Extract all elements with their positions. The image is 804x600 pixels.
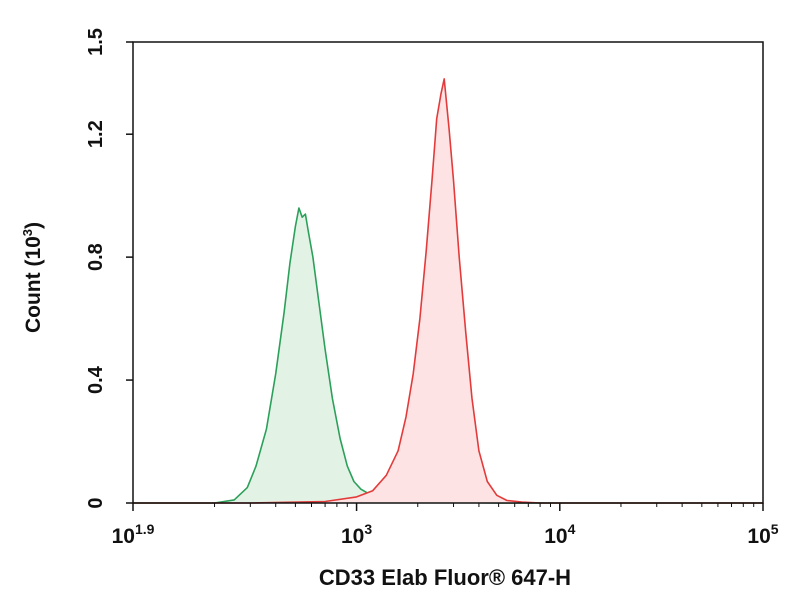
y-axis-title: Count (103) (20, 222, 45, 333)
y-tick-label: 0.4 (85, 365, 107, 394)
y-tick-label: 0 (85, 497, 107, 508)
y-tick-label: 1.5 (85, 28, 107, 56)
series-1-fill (133, 208, 763, 503)
x-tick-label: 101.9 (112, 521, 155, 548)
x-tick-label: 104 (544, 521, 575, 548)
x-axis-title: CD33 Elab Fluor® 647-H (319, 565, 571, 590)
y-tick-label: 1.2 (85, 120, 107, 148)
x-tick-label: 103 (341, 521, 372, 548)
x-tick-label: 105 (747, 521, 778, 548)
y-axis-title-base: Count (10 (22, 236, 45, 333)
plot-frame (132, 41, 764, 504)
series-layer (133, 78, 763, 504)
y-axis-title-exp: 3 (20, 229, 35, 236)
series-2-fill (133, 78, 763, 504)
y-tick-label: 0.8 (85, 243, 107, 271)
x-axis: 101.9 103 104 105 (112, 503, 779, 548)
series-2-line (133, 78, 763, 504)
y-axis-title-tail: ) (22, 222, 45, 229)
y-axis: 0 0.4 0.8 1.2 1.5 (85, 28, 133, 509)
